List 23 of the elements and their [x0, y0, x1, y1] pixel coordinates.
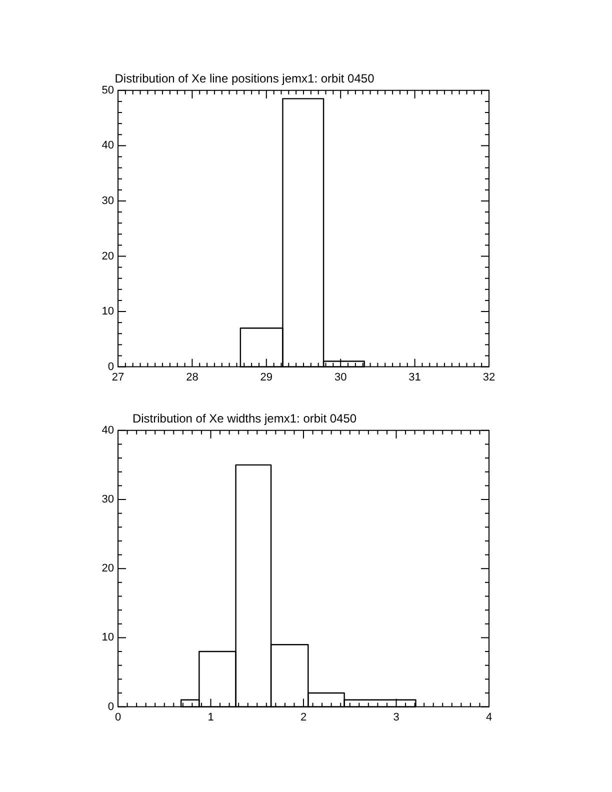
- y-tick-label: 10: [102, 632, 114, 644]
- x-tick-label: 1: [208, 711, 214, 724]
- x-tick-label: 28: [186, 371, 198, 384]
- x-tick-label: 2: [300, 711, 307, 724]
- x-tick-label: 29: [260, 371, 273, 384]
- y-tick-label: 20: [102, 250, 114, 262]
- y-tick-label: 0: [108, 360, 114, 373]
- x-tick-label: 27: [112, 371, 124, 384]
- y-tick-label: 20: [102, 562, 114, 575]
- y-tick-label: 30: [102, 194, 114, 207]
- y-tick-label: 0: [108, 700, 114, 713]
- chart-title: Distribution of Xe widths jemx1: orbit 0450: [132, 412, 357, 426]
- y-tick-label: 40: [102, 140, 114, 152]
- y-tick-label: 50: [102, 84, 114, 96]
- x-tick-label: 31: [408, 371, 421, 384]
- y-tick-label: 30: [102, 494, 114, 506]
- y-tick-label: 10: [102, 306, 114, 318]
- y-tick-label: 40: [102, 424, 114, 436]
- x-tick-label: 30: [334, 371, 347, 384]
- x-tick-label: 4: [486, 711, 492, 724]
- x-tick-label: 32: [482, 371, 496, 384]
- x-tick-label: 3: [393, 711, 400, 724]
- chart-title: Distribution of Xe line positions jemx1: orbit 0450: [114, 72, 375, 86]
